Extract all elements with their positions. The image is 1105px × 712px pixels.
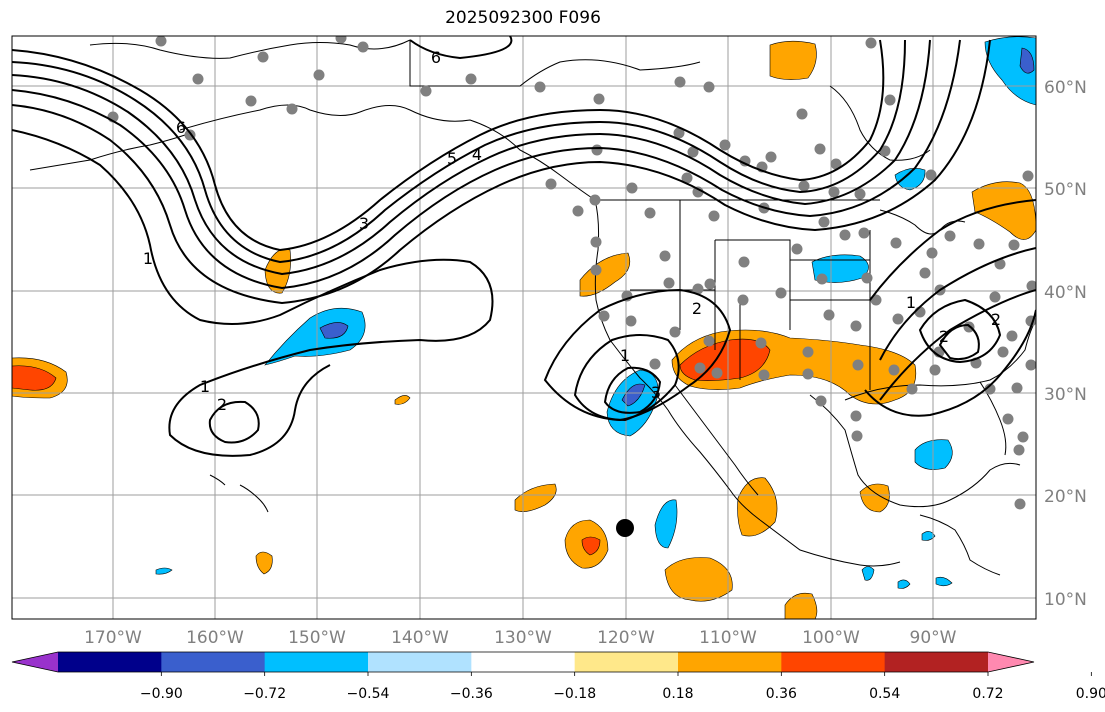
contour-label: 1 (620, 346, 630, 365)
map-frame (11, 35, 1037, 620)
colorbar-tick-label: −0.36 (450, 686, 493, 702)
colorbar-tick-label: −0.72 (243, 686, 286, 702)
colorbar-extend-min (12, 652, 58, 672)
longitude-ticks: 170°W 160°W 150°W 140°W 130°W 120°W 110°… (84, 628, 957, 648)
colorbar-tick-label: 0.36 (766, 686, 797, 702)
contour-label: 2 (939, 327, 949, 346)
colorbar-segment (264, 652, 369, 672)
lon-tick: 140°W (391, 628, 449, 648)
shade-positive (859, 483, 890, 513)
shade-positive (255, 551, 273, 575)
shade-negative (654, 499, 678, 549)
location-marker (616, 519, 634, 537)
map-area (12, 36, 1036, 619)
shade-positive (784, 592, 818, 619)
coastlines (29, 39, 1036, 576)
colorbar: −0.90 −0.72 −0.54 −0.36 −0.18 0.18 0.36 0.54 0.7… (11, 651, 1105, 702)
shade-negative (921, 531, 936, 541)
shade-negative (914, 439, 953, 470)
colorbar-tick-label: −0.54 (347, 686, 390, 702)
lon-tick: 110°W (699, 628, 757, 648)
shade-negative-strong (621, 383, 646, 407)
lon-tick: 150°W (288, 628, 346, 648)
shade-positive (514, 483, 557, 512)
contour-label: 1 (906, 293, 916, 312)
station-dots (107, 36, 1036, 510)
colorbar-segment (574, 652, 679, 672)
lon-tick: 130°W (494, 628, 552, 648)
colorbar-segment (368, 652, 472, 672)
shade-negative (894, 168, 926, 191)
contour-label: 1 (143, 249, 153, 268)
shade-positive (737, 477, 778, 537)
shade-positive (579, 252, 631, 297)
colorbar-tick-label: −0.18 (553, 686, 596, 702)
shade-negative-strong (1019, 47, 1035, 74)
colorbar-tick-label: 0.72 (972, 686, 1003, 702)
plot-title: 2025092300 F096 (445, 8, 601, 28)
contour-lines (12, 36, 1036, 457)
contour-label: 3 (359, 214, 369, 233)
lat-tick: 30°N (1044, 385, 1087, 405)
shade-positive (664, 557, 733, 602)
shade-negative (935, 576, 953, 587)
colorbar-segment (678, 652, 782, 672)
contour-label: 2 (217, 395, 227, 414)
shade-negative-strong (319, 322, 349, 339)
colorbar-extend-max (988, 652, 1034, 672)
contour-label: 1 (200, 377, 210, 396)
shade-positive-strong (581, 536, 601, 556)
colorbar-tick-label: 0.90 (1076, 686, 1105, 702)
lat-tick: 50°N (1044, 180, 1087, 200)
contour-label: 4 (472, 145, 482, 164)
shade-positive (394, 395, 411, 405)
shade-negative (155, 567, 173, 575)
contour-label: 2 (692, 299, 702, 318)
lat-tick: 60°N (1044, 78, 1087, 98)
lat-tick: 40°N (1044, 283, 1087, 303)
colorbar-segment (471, 652, 576, 672)
contour-label: 5 (447, 149, 457, 168)
colorbar-tick-label: 0.18 (662, 686, 693, 702)
lon-tick: 90°W (910, 628, 957, 648)
lat-tick: 20°N (1044, 487, 1087, 507)
lon-tick: 170°W (84, 628, 142, 648)
lon-tick: 160°W (186, 628, 244, 648)
lat-tick: 10°N (1044, 590, 1087, 610)
shade-negative (897, 579, 911, 589)
contour-label-group: 6 6 5 4 3 1 1 2 2 1 3 2 1 2 (143, 48, 1001, 414)
contour-label: 6 (431, 48, 441, 67)
lon-tick: 120°W (597, 628, 655, 648)
colorbar-segment (161, 652, 266, 672)
colorbar-segment (884, 652, 989, 672)
shade-positive (769, 40, 817, 80)
shade-negative (861, 566, 875, 581)
colorbar-segment (58, 652, 162, 672)
colorbar-tick-label: 0.54 (869, 686, 900, 702)
colorbar-tick-label: −0.90 (140, 686, 183, 702)
colorbar-segment (781, 652, 886, 672)
shading-layer (12, 36, 1036, 619)
contour-label: 3 (651, 383, 661, 402)
shade-positive-strong (12, 365, 57, 391)
contour-label: 6 (176, 118, 186, 137)
colorbar-outline (11, 651, 1035, 673)
lon-tick: 100°W (802, 628, 860, 648)
contour-label: 2 (991, 310, 1001, 329)
latitude-ticks: 60°N 50°N 40°N 30°N 20°N 10°N (1044, 78, 1087, 610)
